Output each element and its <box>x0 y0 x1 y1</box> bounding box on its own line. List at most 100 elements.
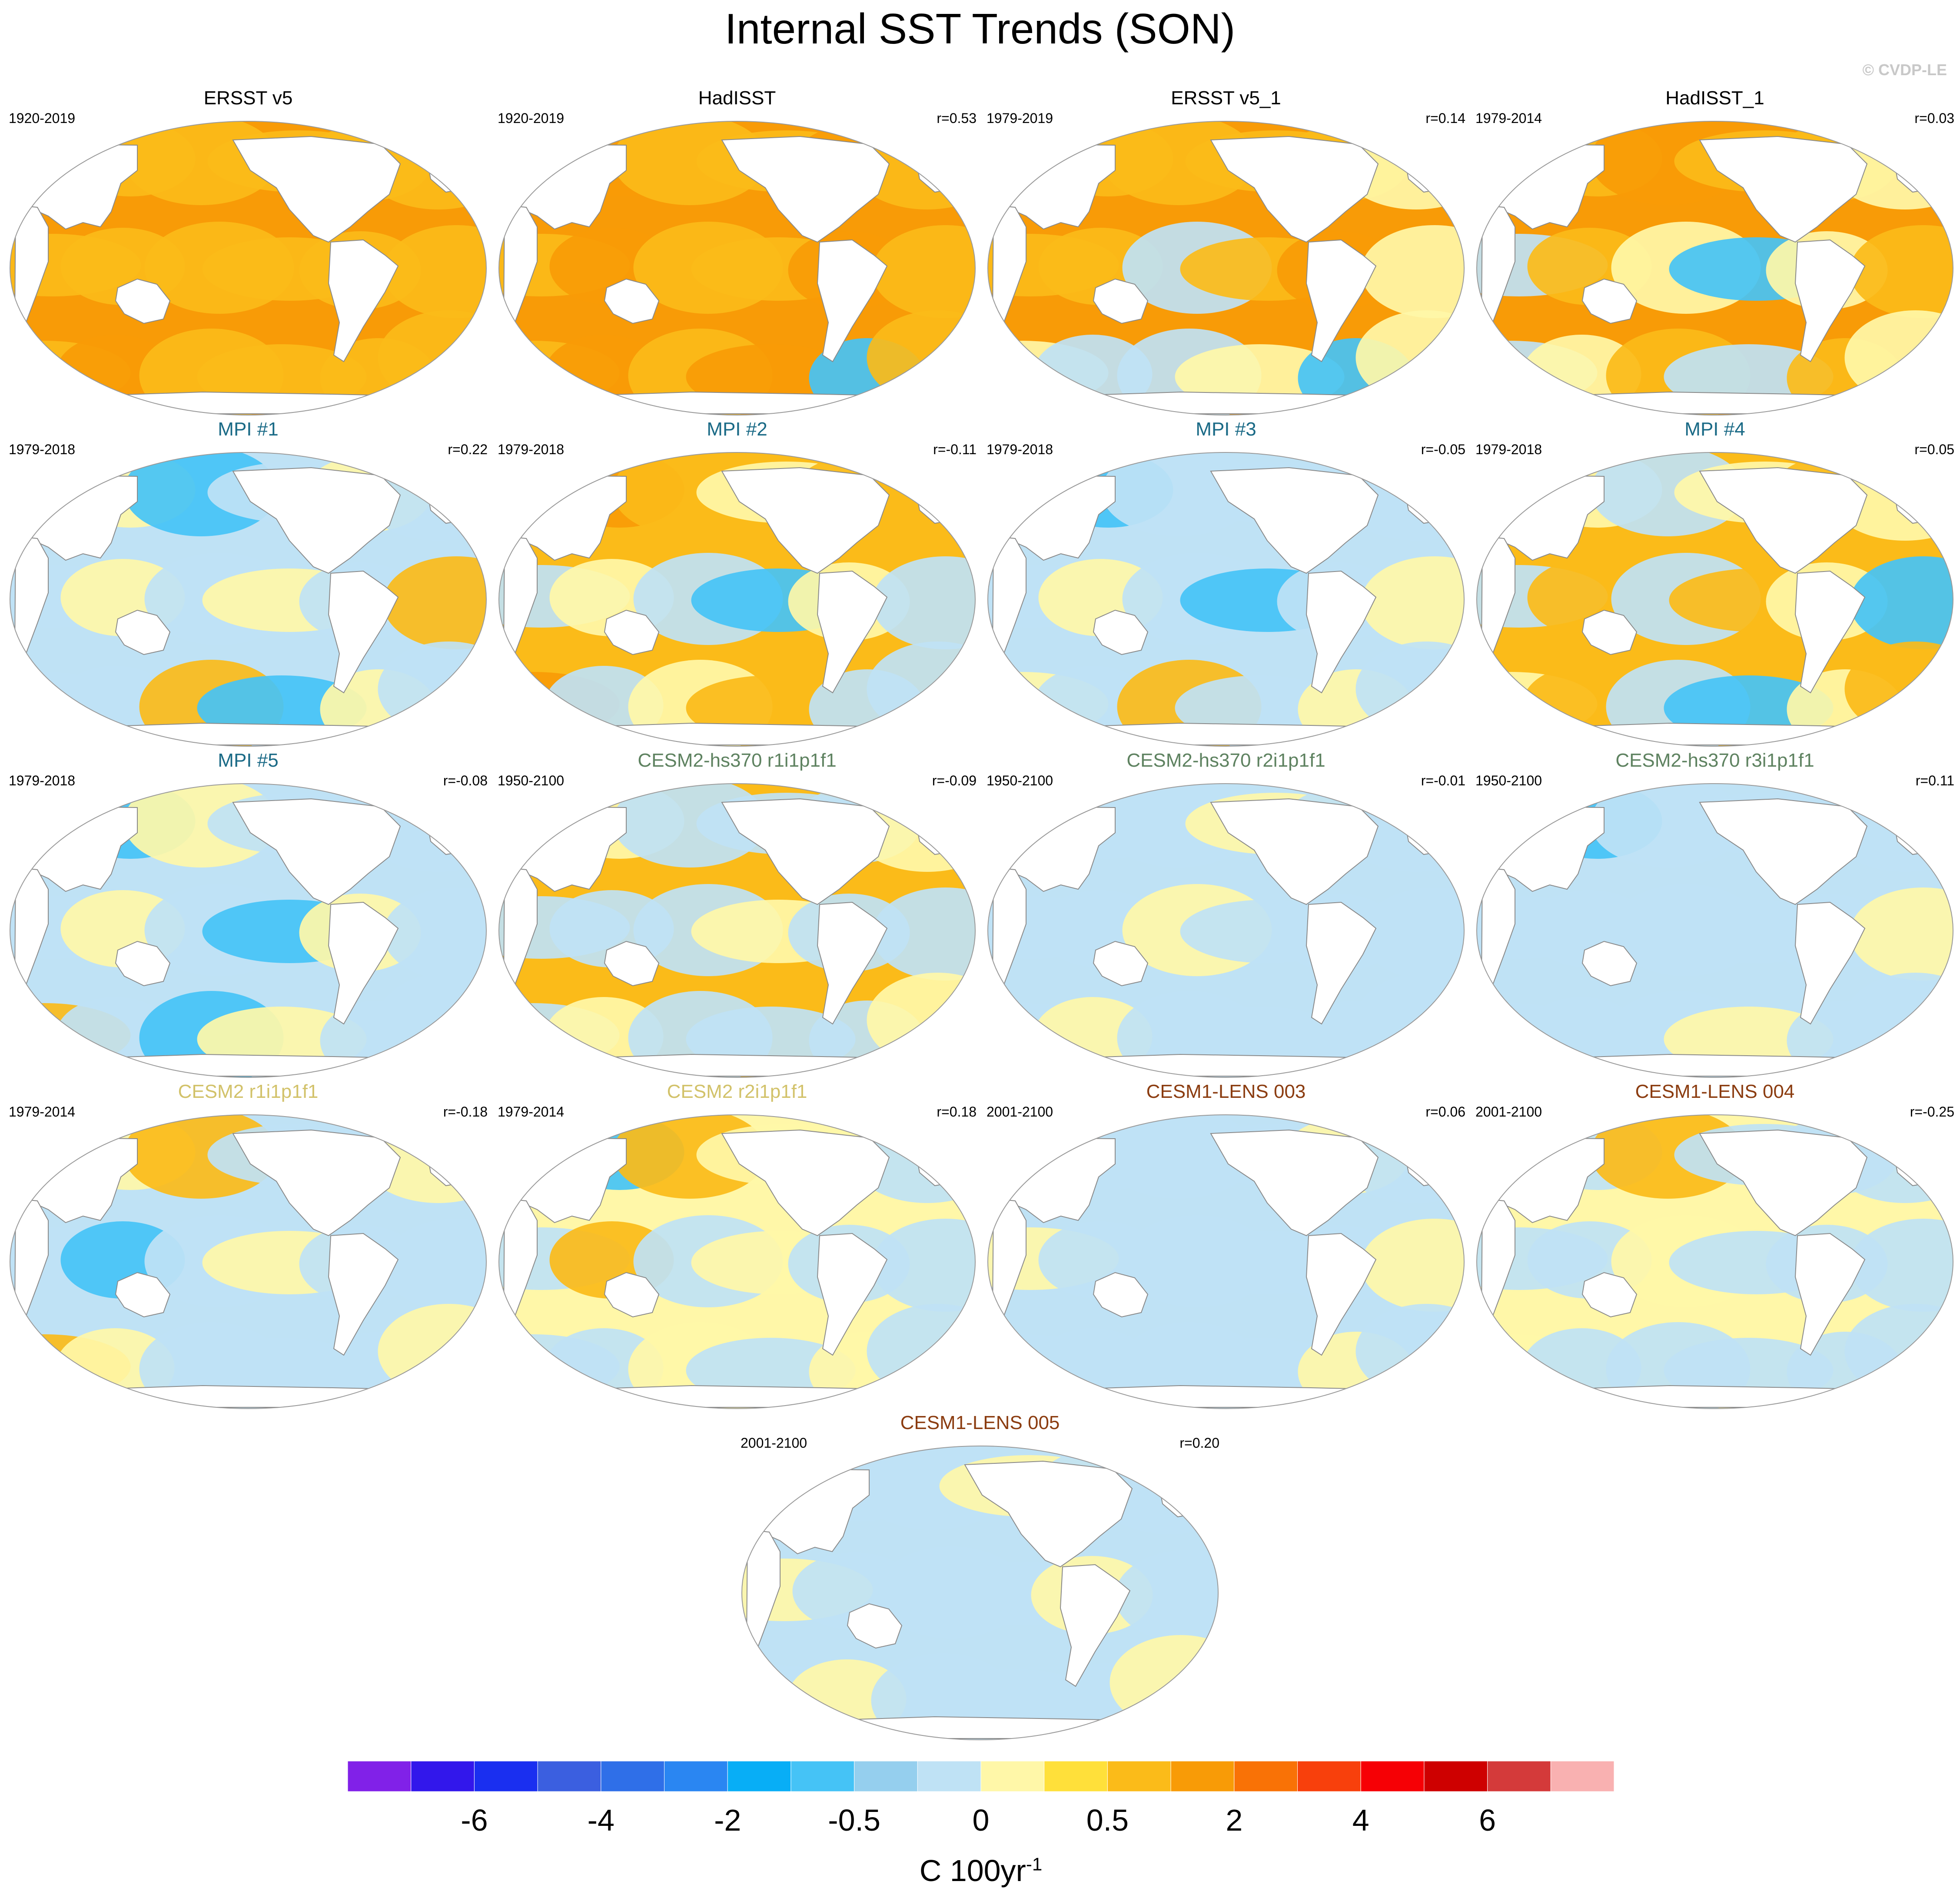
colorbar-box <box>1044 1761 1108 1792</box>
panel-title: HadISST_1 <box>1665 87 1764 109</box>
panel-correlation: r=0.18 <box>937 1104 977 1120</box>
land-south-america <box>817 239 888 362</box>
panel-correlation: r=0.53 <box>937 110 977 126</box>
panel-years: 1979-2019 <box>987 110 1053 126</box>
panel-title: MPI #1 <box>218 419 279 440</box>
colorbar-tick-label: 2 <box>1226 1803 1242 1837</box>
panel-title: CESM1-LENS 005 <box>900 1412 1060 1433</box>
map-outline <box>498 452 976 747</box>
colorbar-box <box>727 1761 791 1792</box>
land-australia <box>1581 609 1638 655</box>
panel-title: CESM2 r1i1p1f1 <box>178 1081 319 1102</box>
colorbar-box <box>347 1761 412 1792</box>
map-panel: ERSST v5_1 1979-2019 r=0.14 <box>981 87 1471 418</box>
map-svg <box>1476 121 1953 415</box>
map-outline <box>1476 121 1953 415</box>
trend-region <box>872 1219 975 1312</box>
map-svg <box>498 1114 976 1409</box>
map-svg <box>498 783 976 1078</box>
land-south-america <box>1794 901 1866 1025</box>
colorbar-box <box>1487 1761 1551 1792</box>
land-antarctica <box>803 1716 1166 1739</box>
colorbar-box <box>1424 1761 1488 1792</box>
land-south-america <box>817 1233 888 1356</box>
colorbar-label-text: C 100yr <box>919 1854 1026 1888</box>
land-antarctica <box>71 722 434 745</box>
land-antarctica <box>560 391 923 414</box>
map-svg <box>741 1446 1219 1740</box>
panel-title: CESM1-LENS 003 <box>1146 1081 1306 1102</box>
map-outline <box>1476 452 1953 747</box>
colorbar-label-superscript: -1 <box>1026 1854 1043 1875</box>
map-svg <box>10 121 487 415</box>
map-svg <box>987 1114 1465 1409</box>
panel-correlation: r=0.22 <box>448 442 488 457</box>
map-svg <box>10 452 487 747</box>
map-panel: CESM1-LENS 005 2001-2100 r=0.20 <box>735 1412 1225 1743</box>
panel-title: CESM2 r2i1p1f1 <box>667 1081 807 1102</box>
panel-title: ERSST v5_1 <box>1171 87 1281 109</box>
colorbar-tick-label: -0.5 <box>828 1803 880 1837</box>
panel-correlation: r=-0.05 <box>1421 442 1465 457</box>
panel-years: 2001-2100 <box>741 1435 807 1451</box>
panel-correlation: r=-0.18 <box>443 1104 488 1120</box>
panel-years: 1920-2019 <box>498 110 565 126</box>
panel-years: 1979-2018 <box>9 442 76 457</box>
land-south-america <box>1794 570 1866 694</box>
panel-title: CESM2-hs370 r2i1p1f1 <box>1126 750 1325 771</box>
land-australia <box>115 1272 171 1318</box>
colorbar-box <box>1297 1761 1361 1792</box>
map-panel: CESM2-hs370 r2i1p1f1 1950-2100 r=-0.01 <box>981 749 1471 1080</box>
land-australia <box>604 1272 660 1318</box>
panel-correlation: r=0.06 <box>1425 1104 1465 1120</box>
panel-correlation: r=0.20 <box>1179 1435 1219 1451</box>
colorbar-tick-label: -2 <box>714 1803 741 1837</box>
land-antarctica <box>1049 1054 1412 1077</box>
map-svg <box>498 452 976 747</box>
map-outline <box>498 783 976 1078</box>
map-panel: MPI #4 1979-2018 r=0.05 <box>1470 418 1960 749</box>
colorbar-box <box>1360 1761 1425 1792</box>
map-panel: MPI #2 1979-2018 r=-0.11 <box>492 418 982 749</box>
land-south-america <box>1306 239 1377 362</box>
map-panel: CESM2-hs370 r3i1p1f1 1950-2100 r=0.11 <box>1470 749 1960 1080</box>
trend-region <box>1850 556 1953 649</box>
panel-years: 1979-2014 <box>498 1104 565 1120</box>
land-antarctica <box>71 391 434 414</box>
colorbar-box <box>1234 1761 1298 1792</box>
land-antarctica <box>1049 391 1412 414</box>
trend-region <box>1361 556 1464 649</box>
land-australia <box>115 609 171 655</box>
colorbar-box <box>474 1761 538 1792</box>
panel-correlation: r=0.05 <box>1914 442 1954 457</box>
trend-region <box>1361 225 1464 318</box>
colorbar-box <box>664 1761 728 1792</box>
panel-title: CESM1-LENS 004 <box>1635 1081 1795 1102</box>
panel-years: 1950-2100 <box>987 773 1053 788</box>
map-svg <box>10 783 487 1078</box>
colorbar-box <box>854 1761 918 1792</box>
land-south-america <box>1306 901 1377 1025</box>
panel-years: 1920-2019 <box>9 110 76 126</box>
map-outline <box>1476 1114 1953 1409</box>
panel-correlation: r=-0.08 <box>443 773 488 788</box>
map-panel: CESM2-hs370 r1i1p1f1 1950-2100 r=-0.09 <box>492 749 982 1080</box>
colorbar-label: C 100yr-1 <box>348 1853 1614 1888</box>
land-south-america <box>1060 1564 1131 1687</box>
map-panel: MPI #5 1979-2018 r=-0.08 <box>3 749 493 1080</box>
colorbar-svg: -6 -4 -2 -0.5 0 0.5 2 4 6 <box>347 1761 1615 1837</box>
land-antarctica <box>560 1385 923 1408</box>
land-antarctica <box>1538 1385 1900 1408</box>
panel-years: 1979-2018 <box>987 442 1053 457</box>
colorbar-box <box>537 1761 601 1792</box>
trend-region <box>383 1219 486 1312</box>
land-south-america <box>817 570 888 694</box>
land-south-america <box>1306 1233 1377 1356</box>
map-outline <box>741 1446 1219 1740</box>
map-svg <box>987 783 1465 1078</box>
colorbar: -6 -4 -2 -0.5 0 0.5 2 4 6 C 100yr-1 <box>347 1761 1615 1888</box>
panel-correlation: r=-0.11 <box>933 442 977 457</box>
land-australia <box>1093 1272 1149 1318</box>
land-south-america <box>1794 1233 1866 1356</box>
land-south-america <box>328 239 399 362</box>
